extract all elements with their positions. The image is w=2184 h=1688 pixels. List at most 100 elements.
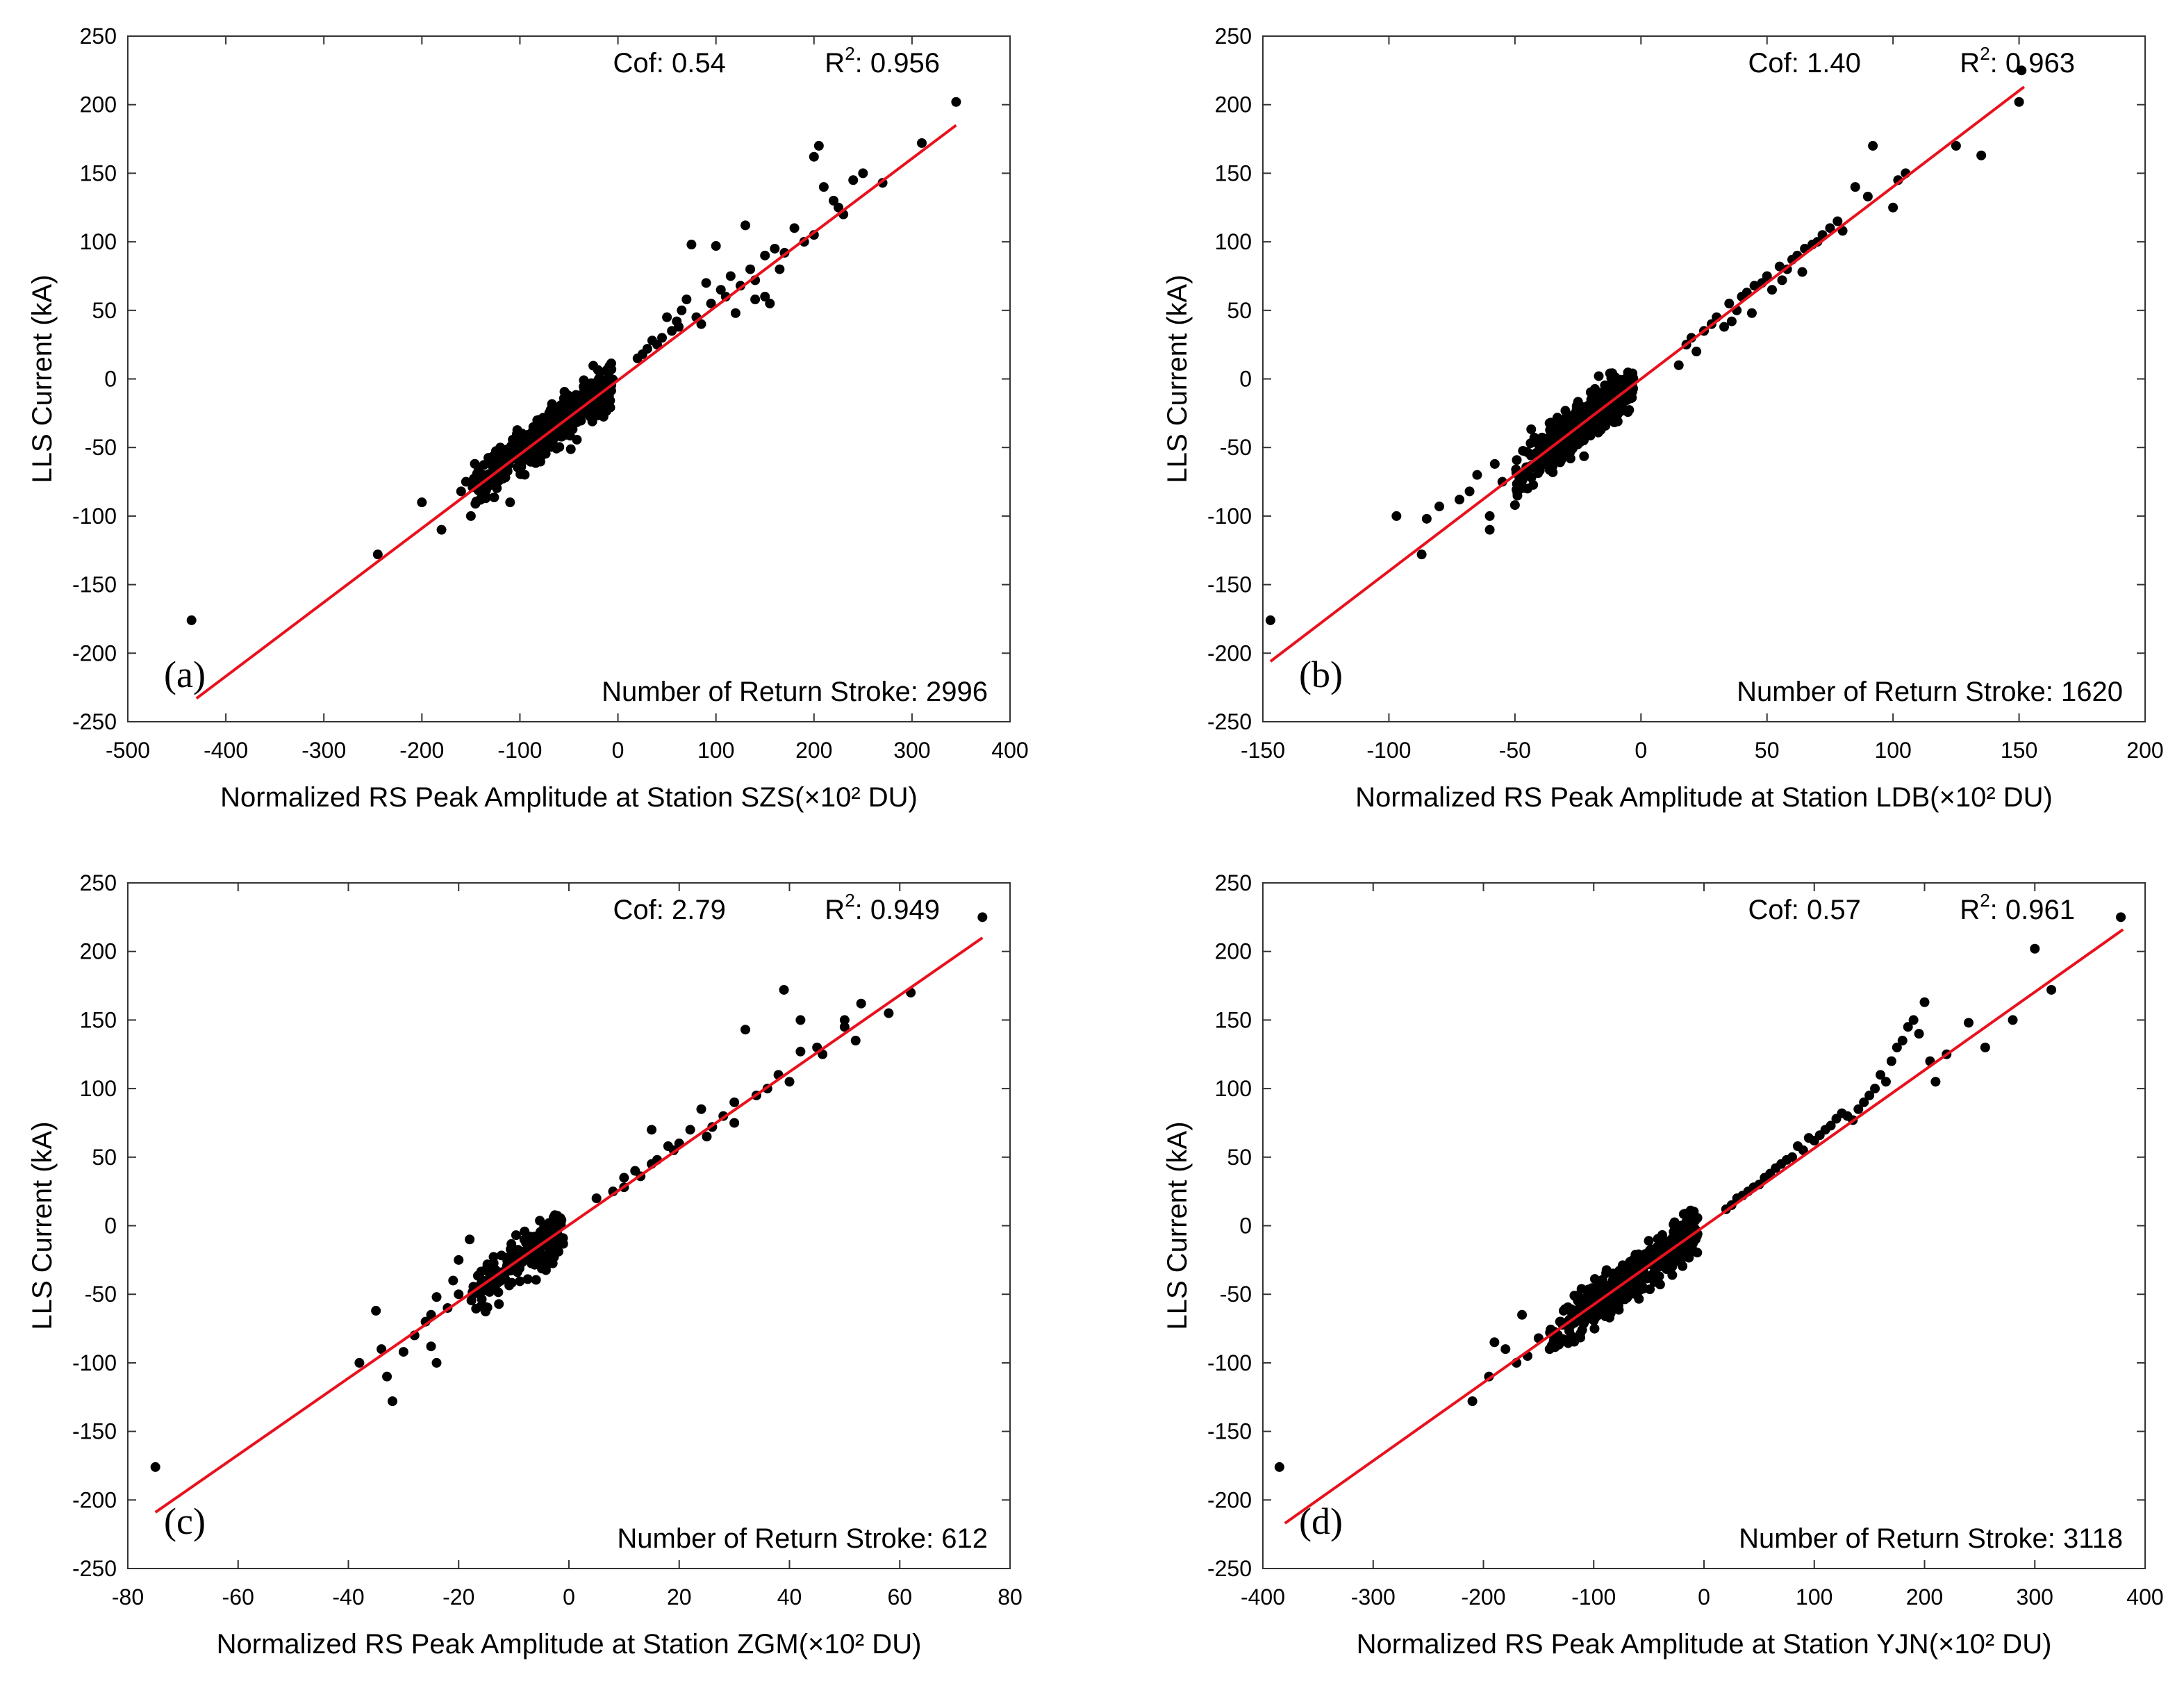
data-point <box>1274 1462 1284 1472</box>
cluster-point <box>1678 1261 1688 1271</box>
y-tick-label: -200 <box>72 1487 117 1512</box>
data-point <box>1464 486 1475 497</box>
data-point <box>729 1097 740 1107</box>
cluster-point <box>578 392 588 402</box>
data-point <box>696 1104 706 1114</box>
y-tick-label: 200 <box>80 92 117 117</box>
data-point <box>481 490 491 501</box>
x-axis-label: Normalized RS Peak Amplitude at Station … <box>217 1629 922 1660</box>
cluster-point <box>1585 431 1596 441</box>
data-point <box>1880 1077 1891 1087</box>
y-axis-label: LLS Current (kA) <box>27 1121 58 1330</box>
cluster-point <box>518 438 528 448</box>
y-tick-label: 100 <box>80 1076 117 1101</box>
data-point <box>382 1371 392 1382</box>
cluster-point <box>537 1262 547 1273</box>
data-point <box>1523 483 1532 494</box>
data-point <box>1782 1155 1792 1165</box>
r-squared-annotation: R2: 0.956 <box>825 43 940 78</box>
data-point <box>619 1173 629 1183</box>
fit-line <box>195 124 957 700</box>
x-tick-label: 50 <box>1755 738 1780 763</box>
data-point <box>770 243 780 254</box>
data-point <box>371 1305 381 1316</box>
data-point <box>1886 1056 1896 1066</box>
x-tick-label: -150 <box>1241 738 1285 763</box>
y-tick-label: -150 <box>1207 572 1252 597</box>
data-point <box>1792 1141 1803 1152</box>
x-tick-label: -20 <box>442 1584 474 1610</box>
cluster-point <box>1613 1268 1623 1279</box>
x-tick-label: 0 <box>1635 738 1647 763</box>
cluster-point <box>1612 416 1623 427</box>
plot-area <box>1274 912 2126 1525</box>
cluster-point <box>542 414 552 424</box>
y-tick-label: 150 <box>80 160 117 185</box>
data-point <box>1762 271 1772 281</box>
cluster-point <box>579 375 589 386</box>
y-tick-label: -100 <box>1207 504 1252 529</box>
cluster-point <box>1613 1300 1623 1310</box>
cluster-point <box>606 358 616 369</box>
data-point <box>1976 150 1987 160</box>
stroke-count-annotation: Number of Return Stroke: 612 <box>617 1523 988 1554</box>
cluster-point <box>1547 428 1557 438</box>
cluster-point <box>1560 406 1571 416</box>
cluster-point <box>1644 1236 1654 1246</box>
stroke-count-annotation: Number of Return Stroke: 1620 <box>1737 677 2123 707</box>
y-tick-label: -50 <box>85 1282 117 1307</box>
cluster-point <box>1604 1302 1614 1313</box>
data-point <box>1837 1108 1847 1118</box>
x-tick-label: -60 <box>222 1584 254 1610</box>
data-point <box>1489 1337 1500 1348</box>
y-tick-label: -250 <box>1207 709 1252 734</box>
plot-frame <box>127 35 1011 722</box>
cluster-point <box>605 402 615 413</box>
data-point <box>1724 298 1735 308</box>
cluster-point <box>1594 371 1604 381</box>
cluster-point <box>1515 483 1525 494</box>
x-axis-label: Normalized RS Peak Amplitude at Station … <box>1355 782 2053 813</box>
plot-area <box>150 912 988 1514</box>
panel-letter: (d) <box>1299 1500 1343 1542</box>
data-point <box>809 151 819 162</box>
y-tick-label: -50 <box>85 435 117 460</box>
cluster-point <box>493 1287 504 1298</box>
y-tick-label: 50 <box>92 1145 117 1170</box>
y-tick-label: 250 <box>1215 24 1252 49</box>
cluster-point <box>476 1266 486 1277</box>
x-tick-label: -300 <box>301 738 346 763</box>
cluster-point <box>515 1276 525 1286</box>
x-tick-label: -80 <box>112 1584 144 1610</box>
x-tick-label: 100 <box>1874 738 1911 763</box>
cluster-point <box>1572 1294 1582 1305</box>
data-point <box>186 615 197 625</box>
data-point <box>1472 470 1482 480</box>
y-axis-label: LLS Current (kA) <box>27 274 58 483</box>
y-tick-label: 100 <box>1215 229 1252 254</box>
data-point <box>1833 216 1843 226</box>
x-tick-label: 0 <box>563 1584 575 1610</box>
data-point <box>1517 1309 1528 1320</box>
data-point <box>2030 943 2040 954</box>
cluster-point <box>562 399 572 409</box>
data-point <box>839 1015 850 1025</box>
data-point <box>1914 1029 1924 1039</box>
x-tick-label: 20 <box>667 1584 692 1610</box>
plot-area <box>186 97 961 700</box>
cluster-point <box>1597 1287 1607 1298</box>
data-point <box>662 312 672 322</box>
cluster-point <box>1566 1330 1576 1341</box>
data-point <box>505 497 515 508</box>
cluster-point <box>479 460 489 470</box>
y-tick-label: 250 <box>1215 870 1252 895</box>
cluster-point <box>1589 1323 1600 1334</box>
data-point <box>417 497 427 508</box>
data-point <box>818 182 829 192</box>
data-point <box>1500 1344 1511 1355</box>
x-tick-label: 300 <box>893 738 930 763</box>
r-squared-annotation: R2: 0.949 <box>825 890 940 925</box>
cluster-point <box>1601 1280 1612 1291</box>
data-point <box>1930 1077 1941 1087</box>
